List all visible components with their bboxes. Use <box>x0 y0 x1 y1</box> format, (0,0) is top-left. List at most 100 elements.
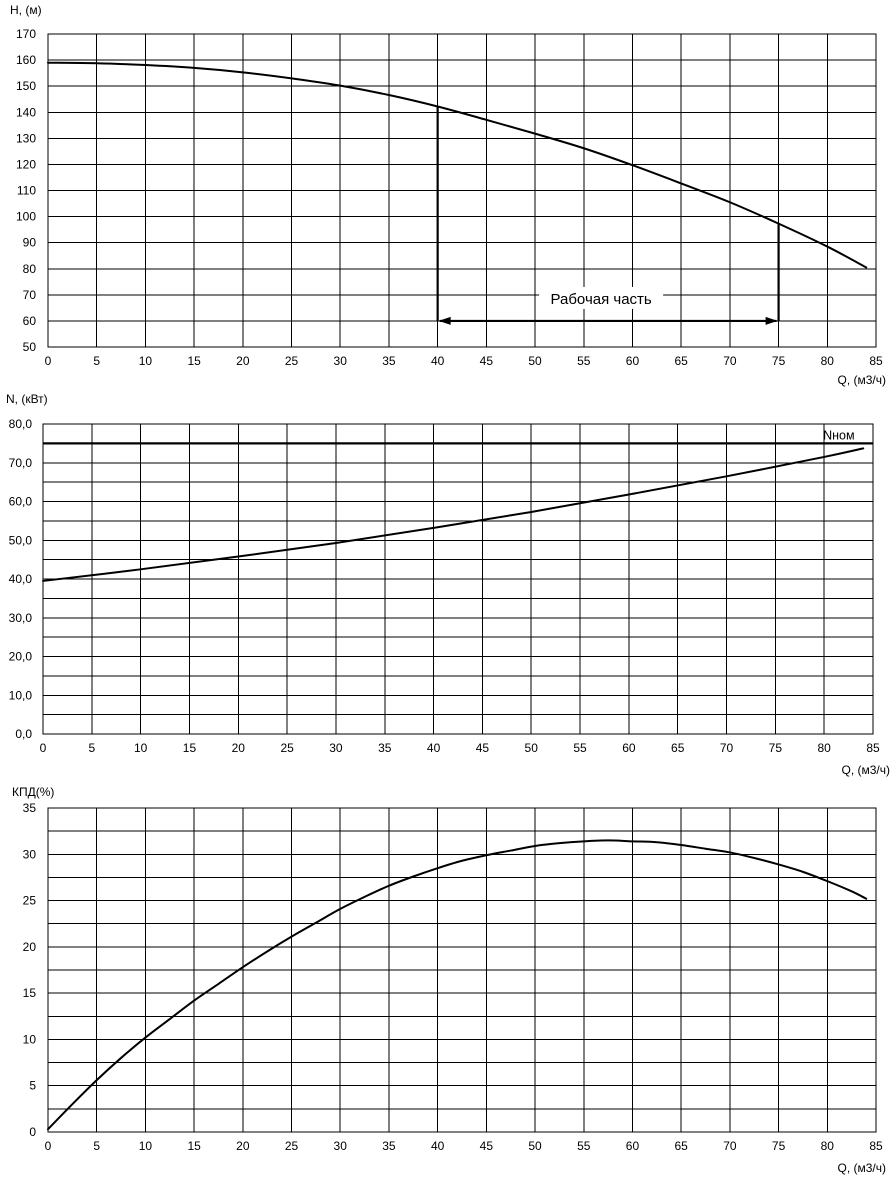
x-tick-label: 75 <box>772 354 786 368</box>
y-tick-label: 50 <box>23 340 37 354</box>
y-tick-label: 15 <box>23 986 37 1000</box>
x-tick-label: 55 <box>573 741 587 755</box>
x-tick-label: 65 <box>671 741 685 755</box>
y-tick-label: 25 <box>23 894 37 908</box>
x-tick-label: 80 <box>817 741 831 755</box>
arrow-head-left <box>438 316 451 325</box>
x-tick-label: 80 <box>821 1139 835 1153</box>
x-tick-label: 70 <box>720 741 734 755</box>
x-tick-label: 5 <box>93 1139 100 1153</box>
series-line <box>47 61 868 269</box>
x-tick-label: 30 <box>329 741 343 755</box>
x-tick-label: 75 <box>769 741 783 755</box>
x-tick-label: 50 <box>528 1139 542 1153</box>
arrow-head-right <box>765 316 778 325</box>
y-tick-label: 35 <box>23 801 37 815</box>
nominal-power-label: Nном <box>823 428 854 442</box>
y-tick-label: 0,0 <box>15 727 32 741</box>
y-tick-label: 160 <box>16 53 36 67</box>
x-tick-label: 15 <box>187 1139 201 1153</box>
x-tick-label: 70 <box>723 354 737 368</box>
y-tick-label: 140 <box>16 105 36 119</box>
x-tick-label: 65 <box>674 1139 688 1153</box>
x-tick-label: 45 <box>480 1139 494 1153</box>
x-tick-label: 10 <box>134 741 148 755</box>
x-tick-label: 15 <box>187 354 201 368</box>
y-tick-label: 20 <box>23 940 37 954</box>
working-range-label-bg <box>539 286 664 309</box>
x-tick-label: 45 <box>476 741 490 755</box>
x-tick-label: 20 <box>232 741 246 755</box>
y-axis-title: КПД(%) <box>12 785 54 799</box>
x-tick-label: 65 <box>674 354 688 368</box>
x-axis-title: Q, (м3/ч) <box>837 373 886 387</box>
x-tick-label: 70 <box>723 1139 737 1153</box>
x-tick-label: 0 <box>45 1139 52 1153</box>
y-tick-label: 20,0 <box>9 650 33 664</box>
y-tick-label: 80,0 <box>9 417 33 431</box>
y-tick-label: 150 <box>16 79 36 93</box>
y-tick-label: 10 <box>23 1032 37 1046</box>
y-tick-label: 60,0 <box>9 495 33 509</box>
plot-frame <box>47 33 877 348</box>
x-tick-label: 5 <box>88 741 95 755</box>
x-tick-label: 60 <box>622 741 636 755</box>
x-tick-label: 40 <box>431 354 445 368</box>
x-tick-label: 35 <box>382 1139 396 1153</box>
y-tick-label: 5 <box>29 1079 36 1093</box>
y-tick-label: 70,0 <box>9 456 33 470</box>
x-tick-label: 85 <box>869 354 883 368</box>
power-chart: 0 5 10 15 20 25 30 35 40 45 50 55 60 65 70 75 80 85 0,0 10,… <box>6 392 890 777</box>
x-tick-label: 50 <box>528 354 542 368</box>
plot-frame <box>42 423 874 735</box>
y-tick-label: 40,0 <box>9 572 33 586</box>
x-axis-title: Q, (м3/ч) <box>841 763 890 777</box>
x-tick-label: 25 <box>280 741 294 755</box>
y-tick-label: 70 <box>23 288 37 302</box>
x-tick-label: 50 <box>525 741 539 755</box>
y-tick-label: 100 <box>16 210 36 224</box>
y-tick-label: 120 <box>16 157 36 171</box>
y-tick-label: 90 <box>23 236 37 250</box>
working-range-label: Рабочая часть <box>550 291 651 308</box>
y-axis-title: N, (кВт) <box>6 392 48 406</box>
y-axis-title: H, (м) <box>10 3 42 17</box>
x-tick-label: 60 <box>626 354 640 368</box>
x-tick-label: 35 <box>382 354 396 368</box>
plot-frame <box>47 807 877 1133</box>
y-tick-label: 30,0 <box>9 611 33 625</box>
x-tick-label: 0 <box>40 741 47 755</box>
x-tick-label: 80 <box>821 354 835 368</box>
x-tick-label: 25 <box>285 1139 299 1153</box>
y-tick-label: 50,0 <box>9 533 33 547</box>
x-tick-label: 55 <box>577 354 591 368</box>
x-tick-label: 85 <box>866 741 880 755</box>
y-tick-label: 30 <box>23 847 37 861</box>
efficiency-chart: 0 5 10 15 20 25 30 35 40 45 50 55 60 65 70 75 80 85 0 5 10 15… <box>12 785 886 1175</box>
y-tick-label: 170 <box>16 27 36 41</box>
series-line <box>42 447 865 582</box>
y-tick-label: 80 <box>23 262 37 276</box>
x-tick-label: 20 <box>236 354 250 368</box>
x-tick-label: 35 <box>378 741 392 755</box>
x-tick-label: 15 <box>183 741 197 755</box>
x-tick-label: 25 <box>285 354 299 368</box>
y-tick-label: 130 <box>16 131 36 145</box>
x-tick-label: 5 <box>93 354 100 368</box>
x-tick-label: 10 <box>139 354 153 368</box>
y-tick-label: 0 <box>29 1125 36 1139</box>
y-tick-label: 60 <box>23 314 37 328</box>
x-tick-label: 85 <box>869 1139 883 1153</box>
x-tick-label: 60 <box>626 1139 640 1153</box>
series-line <box>47 839 868 1131</box>
head-chart: 0 5 10 15 20 25 30 35 40 45 50 55 60 65 70 75 80 85 50 60 70… <box>10 3 886 387</box>
x-axis-title: Q, (м3/ч) <box>837 1161 886 1175</box>
x-tick-label: 0 <box>45 354 52 368</box>
y-tick-label: 10,0 <box>9 688 33 702</box>
y-tick-label: 110 <box>17 184 36 198</box>
x-tick-label: 30 <box>334 354 348 368</box>
x-tick-label: 55 <box>577 1139 591 1153</box>
x-tick-label: 45 <box>480 354 494 368</box>
x-tick-label: 10 <box>139 1139 153 1153</box>
x-tick-label: 40 <box>431 1139 445 1153</box>
